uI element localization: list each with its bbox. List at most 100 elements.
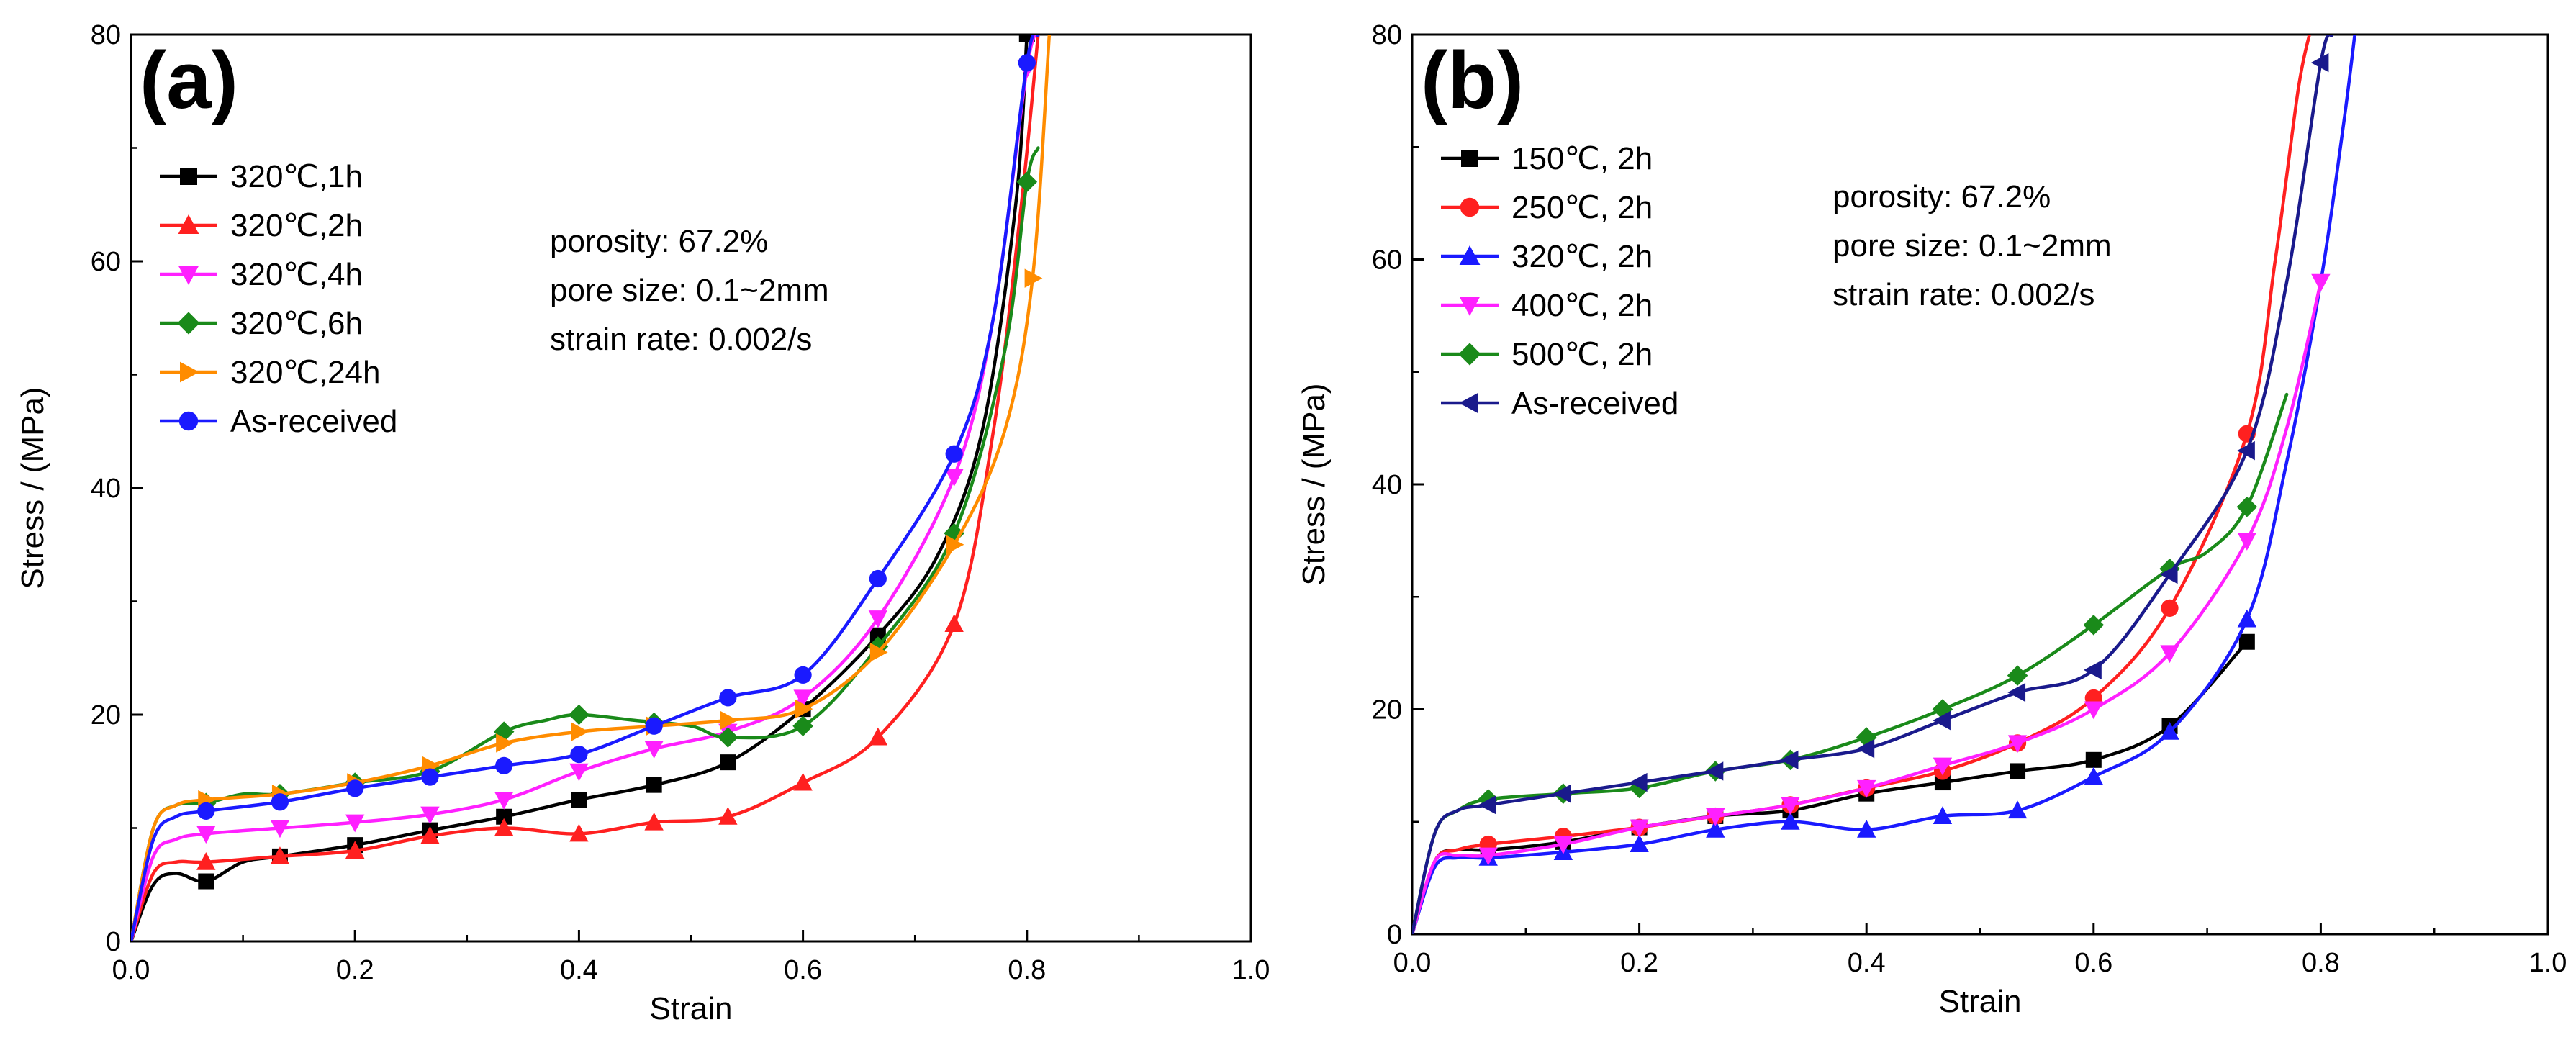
data-point (1857, 779, 1876, 798)
data-point (2237, 609, 2257, 628)
data-point (345, 814, 365, 833)
legend-marker (177, 312, 200, 335)
data-point (2083, 615, 2105, 636)
data-point (420, 826, 440, 844)
legend-label: 400℃, 2h (1511, 288, 1653, 323)
y-axis-label: Stress / (MPa) (15, 386, 50, 589)
x-tick-label: 0.2 (1620, 948, 1658, 978)
y-tick-label: 60 (1372, 245, 1402, 276)
data-point (2160, 722, 2179, 740)
data-point (1630, 819, 1649, 838)
legend-marker (1459, 392, 1478, 414)
data-point (644, 741, 664, 759)
data-point (1018, 35, 1035, 42)
data-point (794, 666, 812, 684)
data-point (868, 610, 888, 628)
data-point (1629, 772, 1648, 792)
chart-panel-b: 0.0 0.2 0.4 0.6 0.8 1.0 0 20 40 60 80 Strain Stress … (1296, 20, 2567, 1019)
data-point (2161, 599, 2179, 617)
data-point (793, 772, 813, 791)
data-point (2311, 273, 2331, 292)
data-point (2159, 564, 2178, 584)
data-point (198, 873, 214, 890)
legend-marker (178, 411, 199, 431)
x-tick-label: 1.0 (2529, 948, 2567, 978)
data-point (2007, 800, 2028, 819)
annotation-line: pore size: 0.1~2mm (550, 273, 829, 308)
x-tick-label: 0.6 (2074, 948, 2112, 978)
data-point (2237, 533, 2257, 551)
data-point (271, 793, 289, 811)
data-point (945, 445, 963, 463)
data-point (2237, 440, 2255, 461)
legend-label: 150℃, 2h (1511, 141, 1653, 176)
data-point (270, 846, 290, 864)
legend-marker (178, 266, 199, 285)
data-point (345, 841, 365, 859)
data-point (196, 826, 216, 844)
legend-label: 320℃, 2h (1511, 239, 1653, 274)
data-point (946, 535, 964, 554)
series-layer (131, 35, 1052, 941)
data-point (646, 777, 662, 793)
series-line (1412, 640, 2249, 934)
data-point (793, 689, 813, 708)
data-point (571, 722, 589, 741)
data-point (494, 792, 514, 810)
x-tick-label: 0.8 (1008, 955, 1046, 985)
x-tick-label: 0.4 (1848, 948, 1886, 978)
data-point (792, 715, 813, 737)
data-point (569, 763, 589, 782)
data-point (869, 569, 887, 588)
data-point (2084, 660, 2102, 680)
y-tick-label: 80 (91, 20, 121, 50)
data-point (720, 710, 738, 731)
data-point (1478, 795, 1496, 815)
data-point (2007, 735, 2028, 754)
data-point (2085, 751, 2102, 768)
data-point (645, 717, 663, 735)
y-axis-label: Stress / (MPa) (1296, 383, 1332, 585)
data-point (1706, 808, 1725, 826)
data-point (570, 746, 588, 764)
data-point (718, 807, 738, 825)
data-point (2160, 645, 2179, 664)
legend-label: 320℃,4h (230, 257, 363, 292)
annotation-line: porosity: 67.2% (550, 224, 768, 259)
data-point (1553, 784, 1571, 803)
data-point (2238, 633, 2255, 650)
data-point (1018, 54, 1036, 72)
y-tick-label: 20 (91, 700, 121, 731)
data-point (196, 852, 216, 870)
data-point (869, 643, 888, 662)
data-point (421, 768, 439, 786)
data-point (1630, 834, 1649, 852)
y-tick-label: 60 (91, 247, 121, 277)
x-axis-label: Strain (1939, 984, 2022, 1019)
data-point (944, 614, 964, 632)
data-point (1553, 836, 1573, 854)
legend-marker (180, 361, 199, 383)
data-point (1932, 699, 1953, 720)
data-point (1016, 171, 1038, 193)
data-point (494, 818, 514, 836)
data-point (569, 704, 589, 725)
data-point (1856, 738, 1875, 759)
annotation-line: strain rate: 0.002/s (1832, 277, 2094, 312)
data-point (346, 779, 364, 797)
data-point (1780, 750, 1799, 770)
y-tick-label: 0 (1387, 920, 1402, 950)
legend-marker (180, 168, 197, 185)
y-tick-label: 80 (1372, 20, 1402, 50)
y-tick-label: 20 (1372, 695, 1402, 725)
data-point (2236, 496, 2258, 517)
data-point (496, 733, 514, 753)
data-point (2007, 665, 2028, 686)
data-point (720, 754, 736, 771)
data-point (1856, 727, 1877, 748)
series-line (131, 35, 1029, 941)
data-point (495, 756, 513, 774)
data-point (2310, 53, 2329, 73)
data-point (1024, 268, 1043, 288)
